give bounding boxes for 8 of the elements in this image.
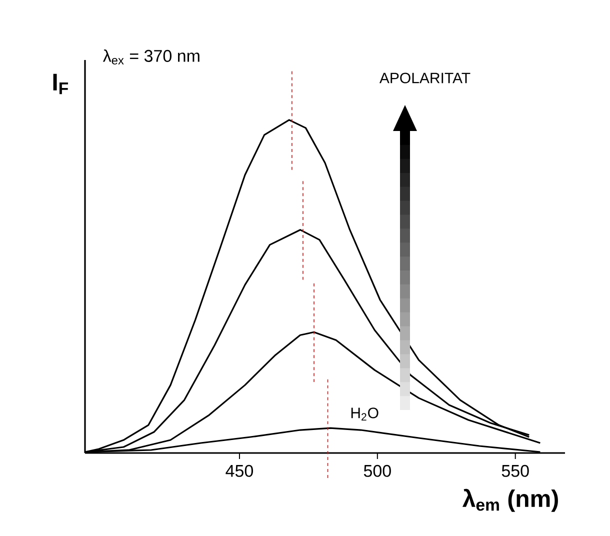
text: λ$_{ex}$ = 370 nm (102, 49, 200, 64)
text: λ$_{em}$ (nm) (462, 488, 558, 512)
text: APOLARITAT (379, 72, 470, 84)
text: I$_{F}$ (53, 74, 68, 94)
x-tick-label: 500 (364, 464, 391, 477)
x-tick-label: 450 (226, 464, 254, 477)
series-label: H$_{2}$O (351, 408, 378, 420)
x-tick-label: 550 (502, 464, 529, 477)
